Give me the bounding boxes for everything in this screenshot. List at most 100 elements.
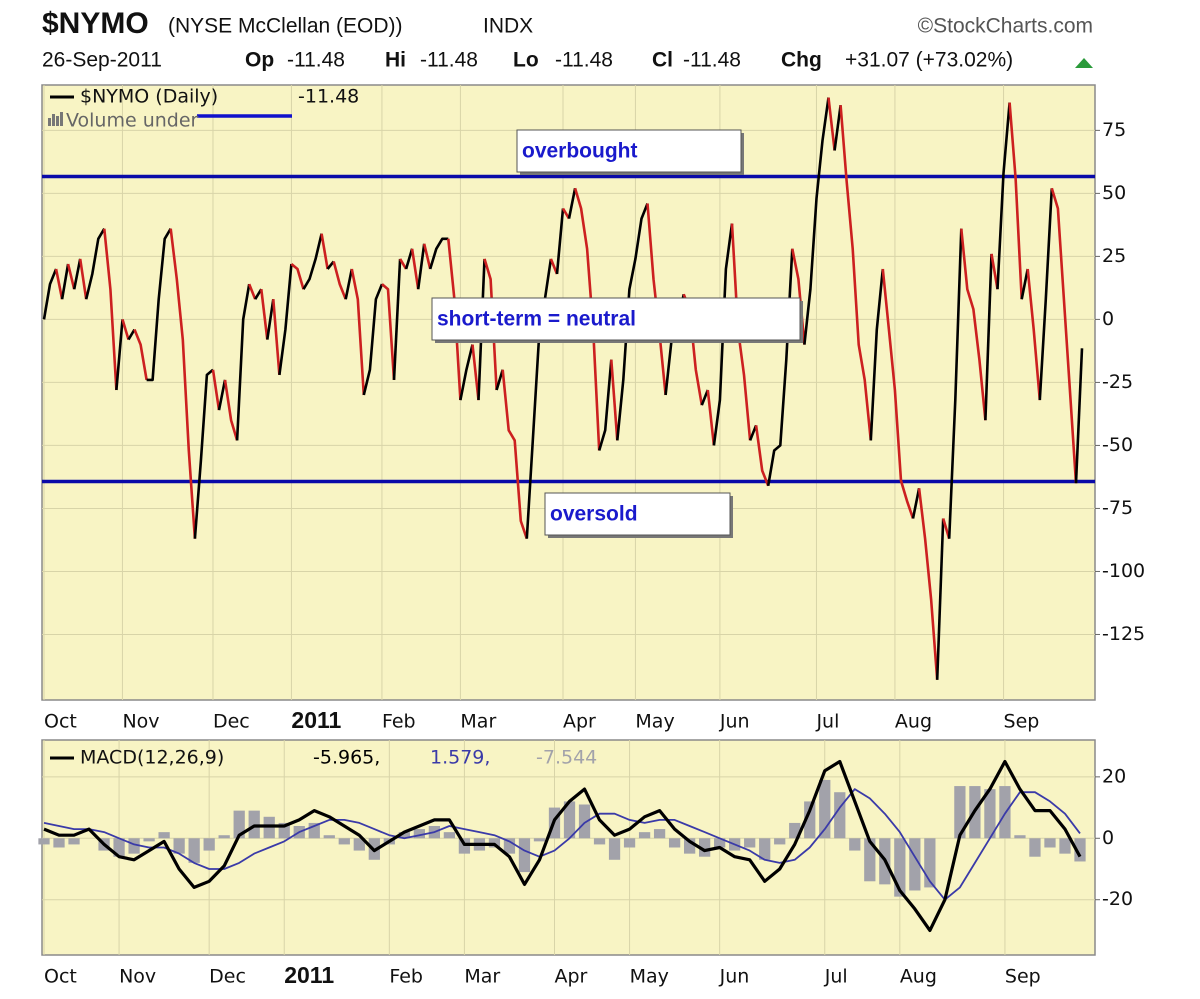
- source: ©StockCharts.com: [918, 15, 1093, 38]
- price-line: [827, 97, 836, 151]
- y-tick-label: -20: [1102, 888, 1133, 910]
- x-tick-label: Jun: [719, 711, 750, 733]
- histogram-bar: [203, 838, 215, 851]
- histogram-bar: [849, 838, 861, 851]
- exchange: INDX: [483, 15, 533, 38]
- histogram-bar: [864, 838, 876, 882]
- price-line: [410, 248, 420, 290]
- x-tick-label: Jun: [719, 966, 750, 988]
- legend-value: 1.579,: [430, 747, 490, 769]
- field-label: Chg: [781, 49, 822, 72]
- price-line: [597, 359, 613, 451]
- price-line: [984, 253, 993, 421]
- price-line: [266, 299, 275, 340]
- price-line: [362, 283, 384, 396]
- price-line: [869, 268, 885, 441]
- price-line: [404, 248, 414, 270]
- price-line: [278, 263, 293, 376]
- histogram-bar: [338, 838, 350, 845]
- histogram-bar: [653, 829, 666, 839]
- legend-name: MACD(12,26,9): [80, 747, 224, 769]
- x-tick-label: Dec: [213, 711, 250, 733]
- x-tick-label: May: [635, 711, 674, 733]
- x-tick-label: 2011: [291, 707, 341, 733]
- field-label: Lo: [513, 49, 539, 72]
- price-line: [495, 369, 504, 391]
- price-line: [996, 102, 1011, 290]
- y-tick-label: 75: [1102, 119, 1126, 141]
- histogram-bar: [323, 835, 335, 839]
- price-line: [66, 263, 76, 290]
- histogram-bar: [278, 822, 290, 839]
- price-line: [235, 283, 251, 441]
- histogram-bar: [173, 838, 185, 854]
- price-line: [260, 289, 269, 340]
- x-tick-label: Feb: [382, 711, 416, 733]
- price-line: [1020, 268, 1029, 300]
- histogram-bar: [699, 838, 711, 857]
- price-line: [223, 379, 239, 441]
- price-line: [398, 258, 408, 270]
- x-tick-label: Nov: [119, 966, 156, 988]
- price-line: [272, 299, 281, 376]
- x-tick-label: Sep: [1004, 711, 1040, 733]
- field-value: -11.48: [287, 49, 345, 72]
- price-line: [133, 329, 148, 381]
- histogram-bar: [759, 838, 771, 860]
- histogram-bar: [518, 838, 531, 873]
- y-tick-label: 20: [1102, 765, 1126, 787]
- histogram-bar: [668, 838, 681, 848]
- price-line: [616, 203, 649, 441]
- price-line: [1008, 102, 1023, 300]
- price-line: [748, 424, 758, 441]
- date: 26-Sep-2011: [42, 49, 162, 72]
- price-line: [320, 233, 329, 270]
- y-tick-label: 0: [1102, 827, 1114, 849]
- price-line: [146, 228, 172, 382]
- histogram-bar: [533, 838, 546, 842]
- price-line: [381, 283, 396, 380]
- histogram-bar: [593, 838, 606, 845]
- histogram-bar: [1074, 838, 1086, 862]
- histogram-bar: [608, 838, 621, 860]
- price-line: [555, 208, 565, 275]
- price-line: [428, 237, 449, 270]
- price-line: [78, 258, 88, 300]
- histogram-bar: [683, 838, 696, 854]
- price-line: [483, 258, 498, 391]
- price-line: [103, 228, 118, 391]
- histogram-bar: [578, 804, 591, 839]
- price-line: [501, 369, 529, 540]
- price-line: [72, 258, 82, 290]
- histogram-bar: [819, 779, 831, 839]
- annotation: overbought: [522, 140, 638, 163]
- macd-line: [43, 759, 1082, 932]
- histogram-bar: [113, 838, 125, 857]
- price-line: [169, 228, 197, 539]
- price-line: [332, 261, 347, 300]
- price-line: [1074, 348, 1084, 484]
- histogram-bar: [233, 810, 245, 839]
- histogram-bar: [398, 832, 410, 839]
- price-line: [1026, 268, 1042, 401]
- histogram-bar: [308, 822, 320, 839]
- histogram-bar: [443, 832, 456, 839]
- price-line: [833, 105, 842, 151]
- price-line: [217, 379, 227, 411]
- x-tick-label: Aug: [895, 711, 932, 733]
- legend-value: -5.965,: [313, 747, 380, 769]
- price-line: [960, 228, 987, 421]
- price-line: [211, 369, 221, 411]
- histogram-bar: [1059, 838, 1071, 854]
- x-tick-label: Oct: [44, 711, 77, 733]
- price-line: [84, 228, 106, 300]
- y-tick-label: -75: [1102, 497, 1133, 519]
- x-tick-label: May: [630, 966, 669, 988]
- symbol: $NYMO: [42, 7, 149, 40]
- x-tick-label: Apr: [563, 711, 596, 733]
- histogram-bar: [744, 838, 756, 848]
- up-arrow: [1075, 58, 1093, 68]
- histogram-bar: [53, 838, 65, 848]
- price-line: [610, 359, 619, 441]
- price-line: [917, 488, 939, 680]
